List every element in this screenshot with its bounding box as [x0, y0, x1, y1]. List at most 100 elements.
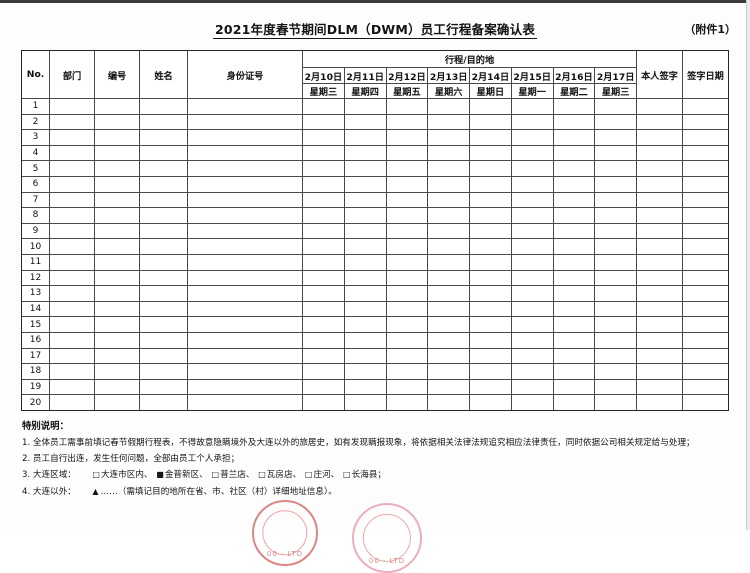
cell-name[interactable]	[139, 207, 188, 224]
cell-day-4[interactable]	[427, 285, 470, 302]
cell-day-7[interactable]	[552, 347, 596, 365]
cell-day-1[interactable]	[302, 238, 345, 255]
cell-sign-date[interactable]	[682, 113, 729, 131]
cell-day-7[interactable]	[552, 160, 596, 177]
area-option-1[interactable]: 大连市区内、	[92, 470, 152, 480]
cell-name[interactable]	[139, 331, 188, 349]
cell-day-3[interactable]	[385, 394, 429, 411]
cell-self-sign[interactable]	[636, 347, 683, 365]
cell-day-6[interactable]	[510, 113, 554, 131]
cell-day-7[interactable]	[552, 98, 596, 115]
cell-code[interactable]	[94, 331, 140, 349]
cell-day-2[interactable]	[343, 316, 387, 333]
cell-dept[interactable]	[49, 129, 95, 146]
cell-id[interactable]	[187, 129, 303, 146]
cell-day-4[interactable]	[427, 222, 470, 240]
cell-day-8[interactable]	[594, 175, 637, 193]
cell-day-1[interactable]	[302, 331, 345, 349]
cell-code[interactable]	[94, 98, 140, 115]
cell-day-2[interactable]	[343, 253, 387, 271]
cell-day-7[interactable]	[552, 207, 596, 224]
cell-day-4[interactable]	[427, 300, 470, 318]
cell-day-8[interactable]	[594, 160, 637, 177]
cell-name[interactable]	[139, 160, 188, 177]
cell-name[interactable]	[139, 300, 188, 318]
cell-day-7[interactable]	[552, 331, 596, 349]
cell-day-5[interactable]	[469, 347, 512, 365]
cell-day-6[interactable]	[510, 300, 554, 318]
area-option-5[interactable]: 庄河、	[305, 470, 339, 480]
cell-day-6[interactable]	[510, 160, 554, 177]
cell-day-5[interactable]	[469, 207, 512, 224]
cell-day-4[interactable]	[427, 238, 470, 255]
cell-day-5[interactable]	[469, 144, 512, 162]
cell-day-8[interactable]	[594, 98, 637, 115]
cell-day-6[interactable]	[510, 238, 554, 255]
cell-day-2[interactable]	[343, 207, 387, 224]
cell-code[interactable]	[94, 300, 140, 318]
cell-day-1[interactable]	[302, 285, 345, 302]
cell-day-6[interactable]	[510, 207, 554, 224]
cell-dept[interactable]	[49, 175, 95, 193]
cell-self-sign[interactable]	[636, 316, 683, 333]
cell-self-sign[interactable]	[636, 378, 683, 396]
cell-dept[interactable]	[49, 363, 95, 380]
cell-self-sign[interactable]	[636, 285, 683, 302]
cell-day-8[interactable]	[594, 129, 637, 146]
cell-self-sign[interactable]	[636, 269, 683, 287]
cell-name[interactable]	[139, 316, 188, 333]
cell-self-sign[interactable]	[636, 394, 683, 411]
cell-day-1[interactable]	[302, 222, 345, 240]
cell-day-3[interactable]	[385, 253, 429, 271]
cell-day-3[interactable]	[385, 191, 429, 209]
cell-id[interactable]	[187, 160, 303, 177]
cell-id[interactable]	[187, 238, 303, 255]
cell-day-5[interactable]	[469, 394, 512, 411]
cell-day-5[interactable]	[469, 378, 512, 396]
cell-id[interactable]	[187, 113, 303, 131]
cell-id[interactable]	[187, 378, 303, 396]
cell-day-3[interactable]	[385, 300, 429, 318]
cell-day-1[interactable]	[302, 316, 345, 333]
cell-day-6[interactable]	[510, 222, 554, 240]
cell-day-2[interactable]	[343, 363, 387, 380]
cell-day-2[interactable]	[343, 98, 387, 115]
cell-code[interactable]	[94, 363, 140, 380]
cell-sign-date[interactable]	[682, 378, 729, 396]
cell-day-3[interactable]	[385, 316, 429, 333]
cell-day-3[interactable]	[385, 347, 429, 365]
cell-day-1[interactable]	[302, 378, 345, 396]
cell-sign-date[interactable]	[682, 285, 729, 302]
cell-day-5[interactable]	[469, 191, 512, 209]
cell-code[interactable]	[94, 160, 140, 177]
cell-id[interactable]	[187, 269, 303, 287]
cell-name[interactable]	[139, 285, 188, 302]
cell-day-6[interactable]	[510, 316, 554, 333]
cell-day-6[interactable]	[510, 363, 554, 380]
cell-day-3[interactable]	[385, 269, 429, 287]
cell-code[interactable]	[94, 347, 140, 365]
cell-day-7[interactable]	[552, 269, 596, 287]
cell-day-3[interactable]	[385, 175, 429, 193]
cell-sign-date[interactable]	[682, 331, 729, 349]
cell-id[interactable]	[187, 347, 303, 365]
cell-day-4[interactable]	[427, 113, 470, 131]
cell-day-8[interactable]	[594, 363, 637, 380]
cell-day-2[interactable]	[343, 394, 387, 411]
cell-dept[interactable]	[49, 98, 95, 115]
cell-day-8[interactable]	[594, 222, 637, 240]
cell-id[interactable]	[187, 316, 303, 333]
cell-name[interactable]	[139, 253, 188, 271]
cell-day-2[interactable]	[343, 269, 387, 287]
cell-self-sign[interactable]	[636, 207, 683, 224]
cell-day-5[interactable]	[469, 175, 512, 193]
cell-day-6[interactable]	[510, 129, 554, 146]
cell-day-8[interactable]	[594, 394, 637, 411]
cell-day-4[interactable]	[427, 269, 470, 287]
cell-day-7[interactable]	[552, 191, 596, 209]
cell-dept[interactable]	[49, 394, 95, 411]
cell-dept[interactable]	[49, 144, 95, 162]
cell-day-7[interactable]	[552, 378, 596, 396]
cell-day-2[interactable]	[343, 175, 387, 193]
cell-name[interactable]	[139, 363, 188, 380]
